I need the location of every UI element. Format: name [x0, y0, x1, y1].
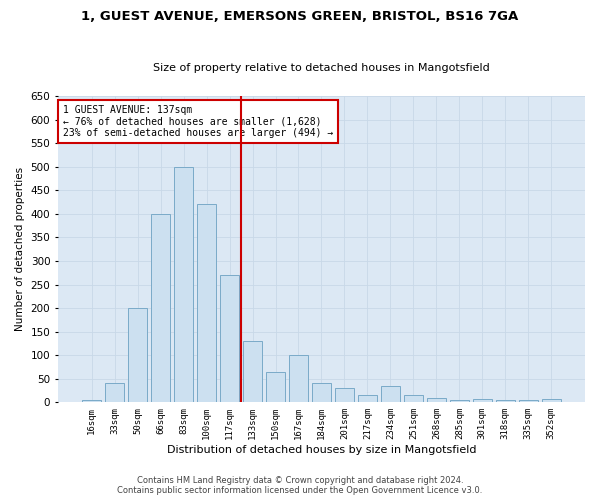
Bar	[335, 388, 354, 402]
Title: Size of property relative to detached houses in Mangotsfield: Size of property relative to detached ho…	[153, 63, 490, 73]
Bar	[220, 275, 239, 402]
Bar	[243, 341, 262, 402]
Bar	[518, 400, 538, 402]
Bar	[427, 398, 446, 402]
Bar	[542, 398, 561, 402]
Bar	[174, 166, 193, 402]
Bar	[449, 400, 469, 402]
Bar	[404, 396, 423, 402]
Bar	[358, 396, 377, 402]
X-axis label: Distribution of detached houses by size in Mangotsfield: Distribution of detached houses by size …	[167, 445, 476, 455]
Bar	[496, 400, 515, 402]
Bar	[128, 308, 148, 402]
Text: 1 GUEST AVENUE: 137sqm
← 76% of detached houses are smaller (1,628)
23% of semi-: 1 GUEST AVENUE: 137sqm ← 76% of detached…	[63, 105, 334, 138]
Bar	[380, 386, 400, 402]
Bar	[105, 384, 124, 402]
Bar	[197, 204, 217, 402]
Bar	[289, 355, 308, 403]
Bar	[151, 214, 170, 402]
Text: 1, GUEST AVENUE, EMERSONS GREEN, BRISTOL, BS16 7GA: 1, GUEST AVENUE, EMERSONS GREEN, BRISTOL…	[82, 10, 518, 23]
Bar	[266, 372, 285, 402]
Bar	[312, 384, 331, 402]
Text: Contains HM Land Registry data © Crown copyright and database right 2024.
Contai: Contains HM Land Registry data © Crown c…	[118, 476, 482, 495]
Bar	[82, 400, 101, 402]
Bar	[473, 398, 492, 402]
Y-axis label: Number of detached properties: Number of detached properties	[15, 167, 25, 331]
